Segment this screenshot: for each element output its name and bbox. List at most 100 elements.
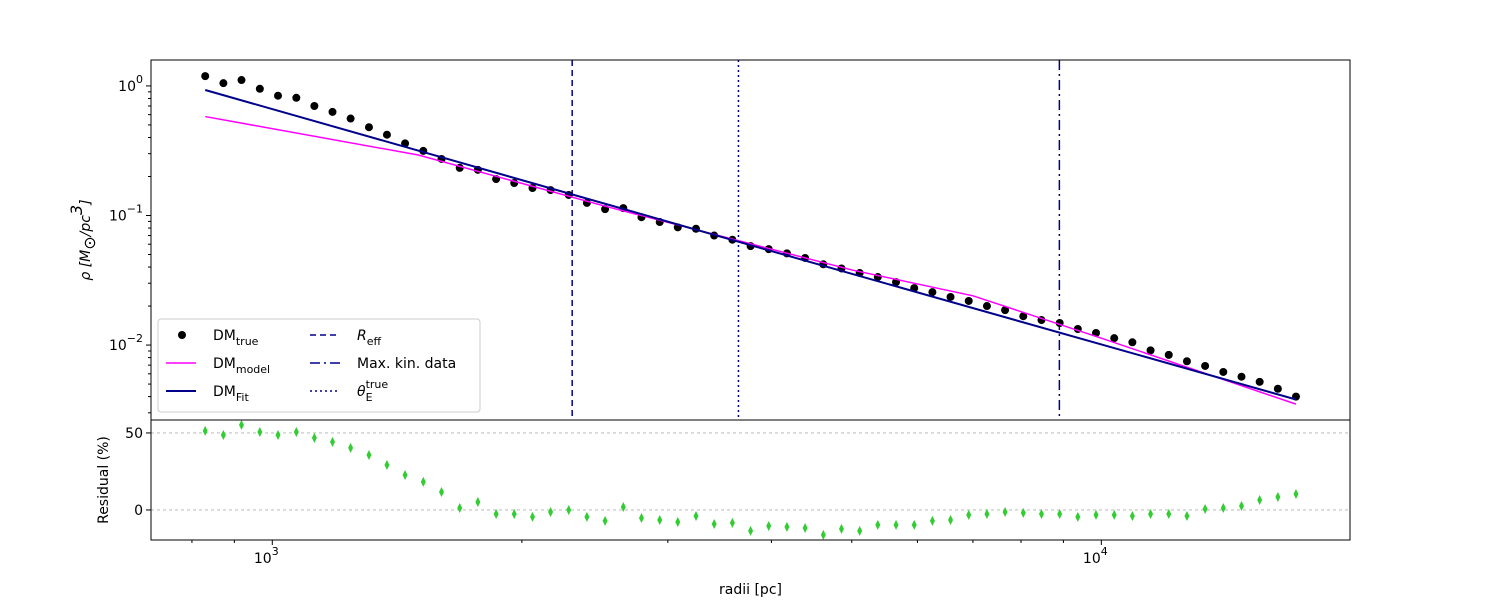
data-point (1255, 377, 1264, 386)
data-point (328, 107, 337, 116)
data-point (1128, 338, 1137, 347)
residual-point (366, 449, 372, 460)
residual-point (1002, 506, 1008, 517)
legend-label-part: eff (367, 335, 382, 348)
y-tick-label-part: 10 (118, 79, 136, 95)
residual-point (693, 510, 699, 521)
residual-point (511, 508, 517, 519)
data-point (1019, 312, 1028, 321)
y-axis-label-part: ] (78, 199, 94, 205)
data-point (292, 93, 301, 102)
residual-point (675, 516, 681, 527)
residual-point (384, 459, 390, 470)
residual-point (966, 509, 972, 520)
residual-point (293, 427, 299, 438)
data-point (1201, 361, 1210, 370)
residual-point (1148, 508, 1154, 519)
residual-point (1111, 509, 1117, 520)
legend-label-part: E (366, 391, 373, 404)
y-tick-label: 100 (118, 73, 143, 95)
y-axis-label-part: 3 (67, 205, 86, 215)
x-tick-label: 104 (1083, 545, 1108, 567)
residual-point (566, 504, 572, 515)
legend-label: DMFit (213, 384, 249, 404)
x-tick-label-part: 10 (254, 551, 272, 567)
y-tick-label: 50 (125, 426, 143, 442)
data-point (1001, 306, 1010, 315)
residual-point (802, 522, 808, 533)
residual-point (657, 514, 663, 525)
data-point (964, 296, 973, 305)
residual-point (439, 486, 445, 497)
residual-point (766, 520, 772, 531)
y-tick-label-part: −1 (127, 202, 143, 215)
residual-point (257, 427, 263, 438)
legend-label-part: DM (213, 356, 236, 372)
data-point (928, 288, 937, 297)
legend-label: Max. kin. data (357, 356, 456, 372)
data-point (1182, 357, 1191, 366)
data-point (1237, 372, 1246, 381)
y-tick-label: 10−2 (109, 332, 143, 354)
residual-point (838, 523, 844, 534)
residual-point (402, 469, 408, 480)
residual-point (1293, 488, 1299, 499)
residual-point (238, 419, 244, 430)
legend-label: DMtrue (213, 328, 259, 348)
legend-label-part: Max. kin. data (357, 356, 456, 372)
y-tick-label-part: −2 (127, 332, 143, 345)
x-tick-label-part: 4 (1101, 545, 1108, 558)
legend-label-part: R (357, 328, 367, 344)
residual-point (911, 519, 917, 530)
residual-point (875, 519, 881, 530)
data-point (310, 101, 319, 110)
residual-point (1238, 500, 1244, 511)
y-tick-label: 0 (134, 503, 143, 519)
residual-point (1093, 509, 1099, 520)
data-point (1273, 384, 1282, 393)
y-axis-label-part: ⊙ (80, 236, 99, 249)
data-point (219, 79, 228, 88)
legend-label-part: DM (213, 384, 236, 400)
y-tick-label-part: 10 (109, 208, 127, 224)
legend-label-part: θ (357, 384, 366, 400)
data-point (1146, 346, 1155, 355)
legend-label-part: Fit (236, 391, 250, 404)
data-point (1110, 334, 1119, 343)
residual-point (457, 502, 463, 513)
residual-point (857, 525, 863, 536)
legend-label: Reff (357, 328, 382, 348)
legend-label-part: model (236, 363, 270, 376)
y-tick-label-part: 0 (136, 73, 143, 86)
y-axis-label: ρ [M⊙/pc3] (67, 199, 99, 280)
residual-point (1038, 508, 1044, 519)
data-point (237, 76, 246, 85)
y-axis-label-part: /pc (78, 215, 94, 239)
residual-point (929, 515, 935, 526)
y-axis-label: Residual (%) (96, 436, 112, 524)
residual-point (984, 508, 990, 519)
residual-point (475, 496, 481, 507)
legend-label-part: true (236, 335, 259, 348)
residual-point (348, 442, 354, 453)
residual-point (202, 425, 208, 436)
residual-point (420, 476, 426, 487)
residual-point (1220, 502, 1226, 513)
x-tick-label: 103 (254, 545, 279, 567)
y-axis-label-part: ρ [M (78, 250, 94, 281)
legend-box (157, 318, 481, 413)
plot-frame (150, 419, 1351, 541)
residual-point (220, 429, 226, 440)
residual-point (584, 511, 590, 522)
residual-point (493, 508, 499, 519)
residual-point (820, 529, 826, 540)
residual-point (1057, 508, 1063, 519)
residual-point (329, 436, 335, 447)
legend-label-part: true (366, 378, 389, 391)
data-point (346, 114, 355, 123)
residual-point (548, 506, 554, 517)
legend-label-part: DM (213, 328, 236, 344)
data-point (274, 91, 283, 100)
data-point (364, 123, 373, 132)
